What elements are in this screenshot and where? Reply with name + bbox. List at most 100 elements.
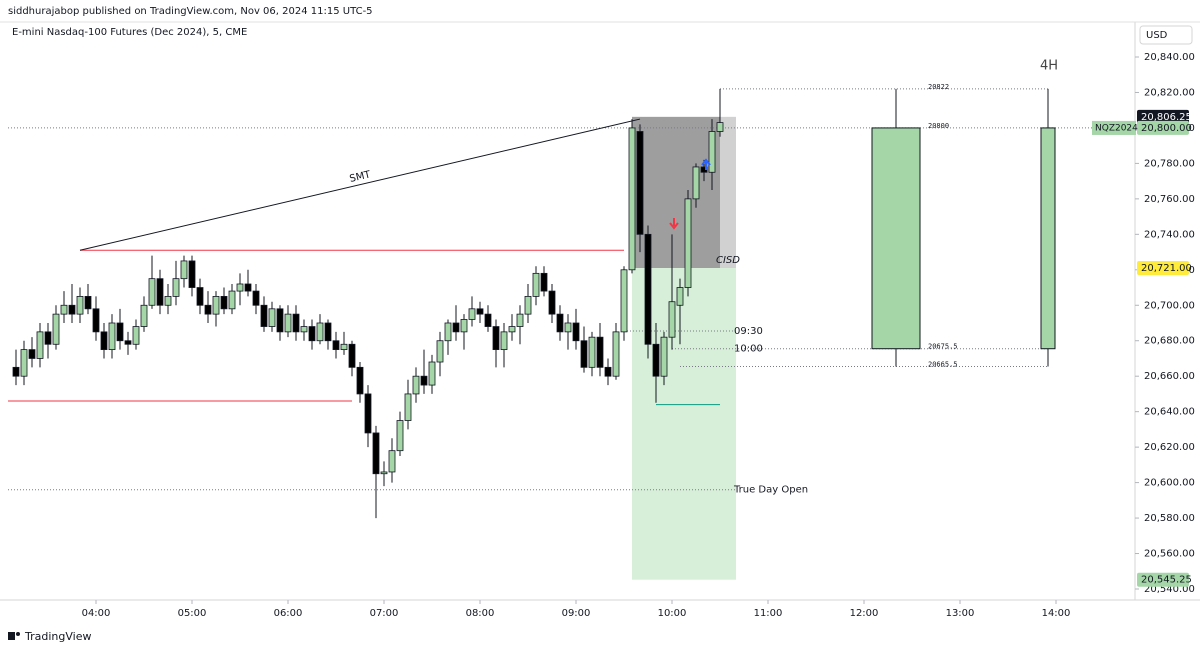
candle-body	[308, 326, 316, 342]
candle-body	[124, 340, 132, 345]
candle-body	[60, 304, 68, 315]
candle-body	[140, 304, 148, 327]
htf-value-label: 20800	[928, 122, 949, 130]
candle-body	[84, 295, 92, 310]
htf-value-label: 20822	[928, 83, 949, 91]
htf-value-label: 20675.5	[928, 343, 958, 351]
candle-body	[476, 308, 484, 315]
candle-body	[444, 322, 452, 342]
candle-body	[164, 295, 172, 306]
candle-body	[260, 304, 268, 327]
candle-body	[372, 432, 380, 475]
candle-body	[76, 295, 84, 315]
candle-body	[28, 349, 36, 359]
price-label: 20,721.00	[1141, 263, 1192, 274]
price-label-box	[1137, 120, 1189, 135]
candle-body	[20, 349, 28, 377]
candle-body	[404, 393, 412, 421]
candle-body	[484, 313, 492, 327]
y-tick-label: 20,760.00	[1144, 194, 1195, 205]
candle-body	[492, 326, 500, 350]
price-label: 20,806.25	[1141, 112, 1192, 123]
currency: USD	[1146, 30, 1168, 41]
logo-mark	[8, 632, 15, 640]
level-label: 10:00	[734, 344, 763, 355]
brand: TradingView	[24, 630, 91, 643]
htf-body	[871, 127, 921, 350]
candle-body	[668, 301, 676, 338]
candle-body	[412, 375, 420, 395]
symbol-label: NQZ2024	[1095, 123, 1138, 133]
candle-body	[188, 260, 196, 288]
candle-body	[92, 308, 100, 333]
price-label-box	[1137, 261, 1189, 276]
x-tick-label: 11:00	[754, 608, 783, 619]
price-label-box	[1137, 572, 1189, 587]
candle-body	[252, 290, 260, 306]
candle-body	[44, 331, 52, 345]
price-label-box	[1137, 109, 1189, 124]
y-tick-label: 20,840.00	[1144, 52, 1195, 63]
level-label: 09:30	[734, 326, 763, 337]
candle-body	[284, 313, 292, 333]
x-tick-label: 07:00	[370, 608, 399, 619]
x-tick-label: 05:00	[178, 608, 207, 619]
candle-body	[212, 295, 220, 315]
y-tick-label: 20,620.00	[1144, 442, 1195, 453]
candle-body	[172, 278, 180, 297]
candle-body	[52, 313, 60, 345]
candle-body	[236, 283, 244, 292]
candle-body	[580, 340, 588, 368]
x-tick-label: 06:00	[274, 608, 303, 619]
x-tick-label: 09:00	[562, 608, 591, 619]
candle-body	[516, 313, 524, 327]
candle-body	[100, 331, 108, 351]
currency-box[interactable]	[1139, 25, 1193, 45]
candle-body	[36, 331, 44, 359]
candle-body	[508, 326, 516, 333]
candle-body	[468, 308, 476, 320]
y-tick-label: 20,740.00	[1144, 229, 1195, 240]
candle-body	[716, 122, 724, 132]
level-label: True Day Open	[733, 485, 808, 496]
y-tick-label: 20,820.00	[1144, 87, 1195, 98]
candle-body	[428, 361, 436, 386]
symbol-box	[1092, 120, 1136, 135]
price-label: 20,545.25	[1141, 575, 1192, 586]
candle-body	[196, 287, 204, 306]
candle-body	[380, 471, 388, 475]
candle-body	[676, 287, 684, 306]
candle-body	[108, 322, 116, 351]
candle-body	[612, 331, 620, 377]
candle-body	[324, 322, 332, 342]
smt-label: SMT	[349, 169, 373, 185]
candle-body	[332, 340, 340, 351]
candle-body	[644, 233, 652, 345]
x-tick-label: 10:00	[658, 608, 687, 619]
candle-body	[292, 313, 300, 333]
smt-line	[79, 118, 641, 251]
x-tick-label: 13:00	[946, 608, 975, 619]
y-tick-label: 20,580.00	[1144, 513, 1195, 524]
candle-body	[460, 319, 468, 333]
up-arrow	[701, 158, 711, 170]
cisd-label: CISD	[716, 255, 740, 266]
candle-body	[588, 336, 596, 368]
candle-body	[68, 304, 76, 315]
candle-body	[684, 198, 692, 288]
candle-body	[180, 260, 188, 280]
htf-body	[1040, 127, 1056, 350]
candle-body	[660, 336, 668, 377]
y-tick-label: 20,680.00	[1144, 336, 1195, 347]
zone-box	[720, 116, 736, 269]
candle-body	[620, 269, 628, 333]
x-tick-label: 14:00	[1042, 608, 1071, 619]
candle-body	[540, 272, 548, 292]
candle-body	[652, 343, 660, 377]
down-arrow	[669, 218, 679, 230]
candle-body	[524, 295, 532, 315]
candle-body	[12, 366, 20, 377]
candle-body	[148, 278, 156, 306]
